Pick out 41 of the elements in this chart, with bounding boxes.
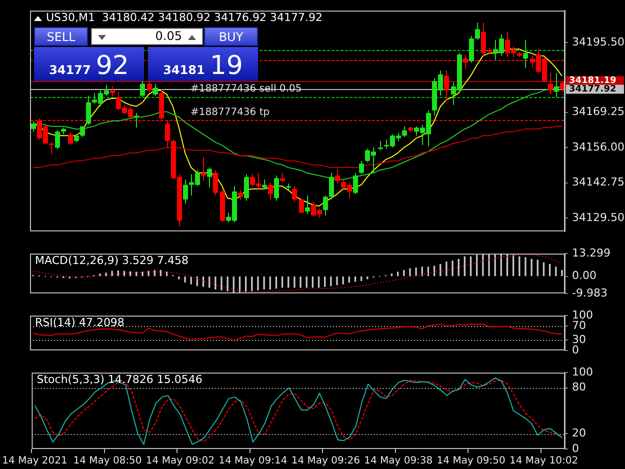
y-tick-label: 80 (572, 380, 586, 394)
y-tick-label: 34129.50 (572, 210, 624, 224)
line-series (32, 254, 562, 293)
x-tick-label: 14 May 09:50 (436, 456, 506, 467)
x-tick-label: 14 May 09:14 (218, 456, 288, 467)
ref-line-label: #188777436 tp (190, 107, 270, 118)
y-tick-label: 30 (572, 332, 586, 346)
annotation: 19 (210, 51, 243, 81)
y-tick-label: 0 (572, 343, 579, 356)
annotation: 34181 (163, 63, 205, 79)
y-tick-label: 34142.75 (572, 176, 624, 189)
y-tick-label: 13.299 (572, 246, 610, 260)
y-tick-label: 34156.00 (572, 140, 624, 154)
y-tick-label: -9.983 (572, 286, 608, 300)
y-tick-label: 70 (572, 318, 586, 332)
chart-title: MACD(12,26,9) 3.529 7.458 (35, 254, 189, 267)
annotation: 34177 (49, 63, 91, 79)
sell-button: SELL (34, 27, 88, 46)
candlestick (201, 156, 206, 181)
annotation: 92 (96, 51, 129, 81)
chart-title: Stoch(5,3,3) 14.7826 15.0546 (36, 372, 202, 386)
y-tick-label: 20 (572, 426, 586, 440)
y-tick-label: 0.00 (572, 269, 596, 282)
x-tick-label: 14 May 09:38 (364, 456, 433, 467)
ref-line-label: 34181.19 (569, 76, 616, 86)
x-tick-label: 14 May 09:26 (291, 456, 360, 467)
y-tick-label: 0 (572, 442, 579, 455)
y-tick-label: 34169.25 (572, 105, 624, 118)
ref-line-label: 34177.92 (569, 84, 616, 95)
chart-title: US30,M1 34180.42 34180.92 34176.92 34177.92 (46, 10, 322, 24)
annotation: 0.05 (155, 29, 182, 43)
x-tick-label: 14 May 09:02 (146, 456, 214, 467)
y-tick-label: 100 (572, 308, 593, 322)
x-tick-label: 14 May 08:50 (73, 456, 142, 467)
number-field: 0.05 (91, 28, 203, 45)
y-tick-label: 100 (572, 365, 593, 378)
y-tick-label: 34195.50 (572, 35, 624, 48)
chart-title: RSI(14) 47.2098 (35, 316, 124, 329)
x-tick-label: 14 May 2021 (2, 456, 68, 467)
x-tick-label: 14 May 10:02 (510, 456, 578, 467)
buy-button: BUY (204, 27, 258, 46)
